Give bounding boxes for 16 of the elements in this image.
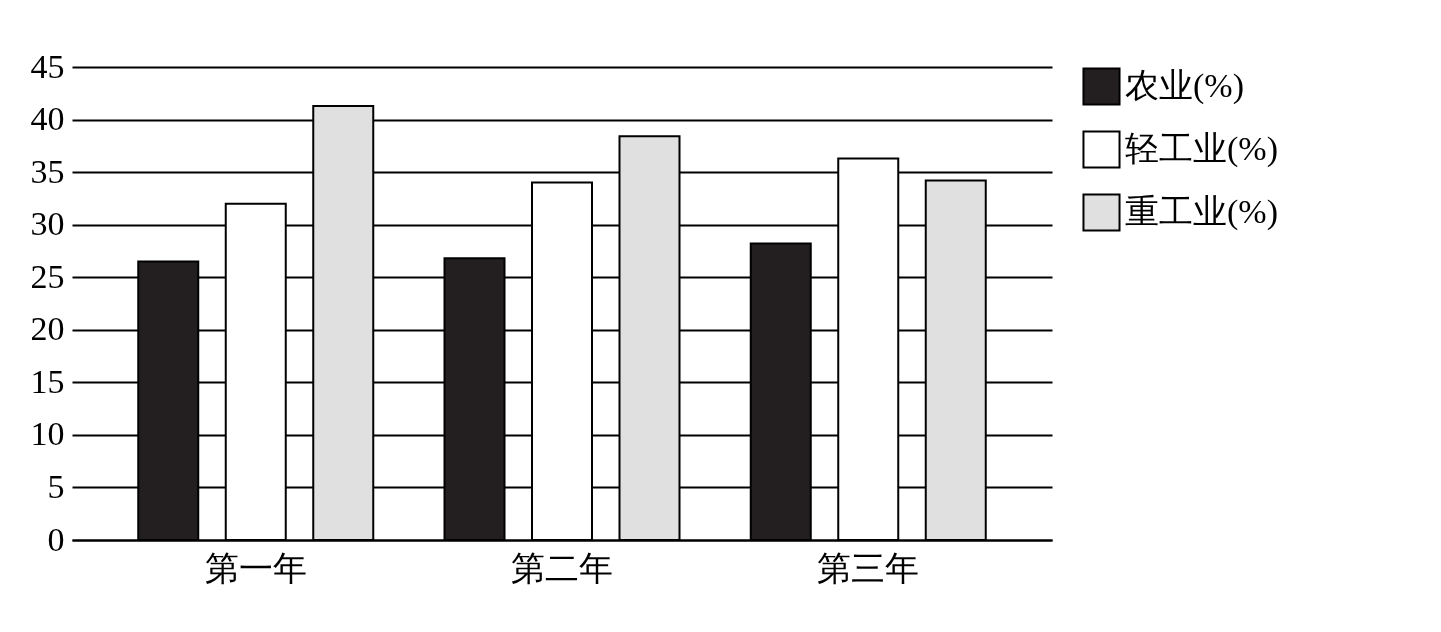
y-tick-label: 20 xyxy=(30,310,65,348)
x-tick-label: 第一年 xyxy=(204,549,307,587)
legend-label: 农业(%) xyxy=(1125,66,1244,105)
legend-label: 重工业(%) xyxy=(1125,192,1278,231)
y-tick-label: 40 xyxy=(30,100,65,138)
x-tick-label: 第二年 xyxy=(511,549,613,587)
y-tick-label: 15 xyxy=(30,362,65,400)
legend-label: 轻工业(%) xyxy=(1125,129,1278,168)
y-tick-label: 45 xyxy=(30,47,65,85)
y-tick-label: 25 xyxy=(30,257,65,295)
x-tick-label: 第三年 xyxy=(817,549,920,587)
y-tick-label: 0 xyxy=(47,520,65,558)
y-tick-label: 10 xyxy=(30,415,65,453)
y-tick-label: 35 xyxy=(30,152,65,190)
y-tick-label: 5 xyxy=(47,467,65,505)
y-tick-label: 30 xyxy=(30,205,65,243)
